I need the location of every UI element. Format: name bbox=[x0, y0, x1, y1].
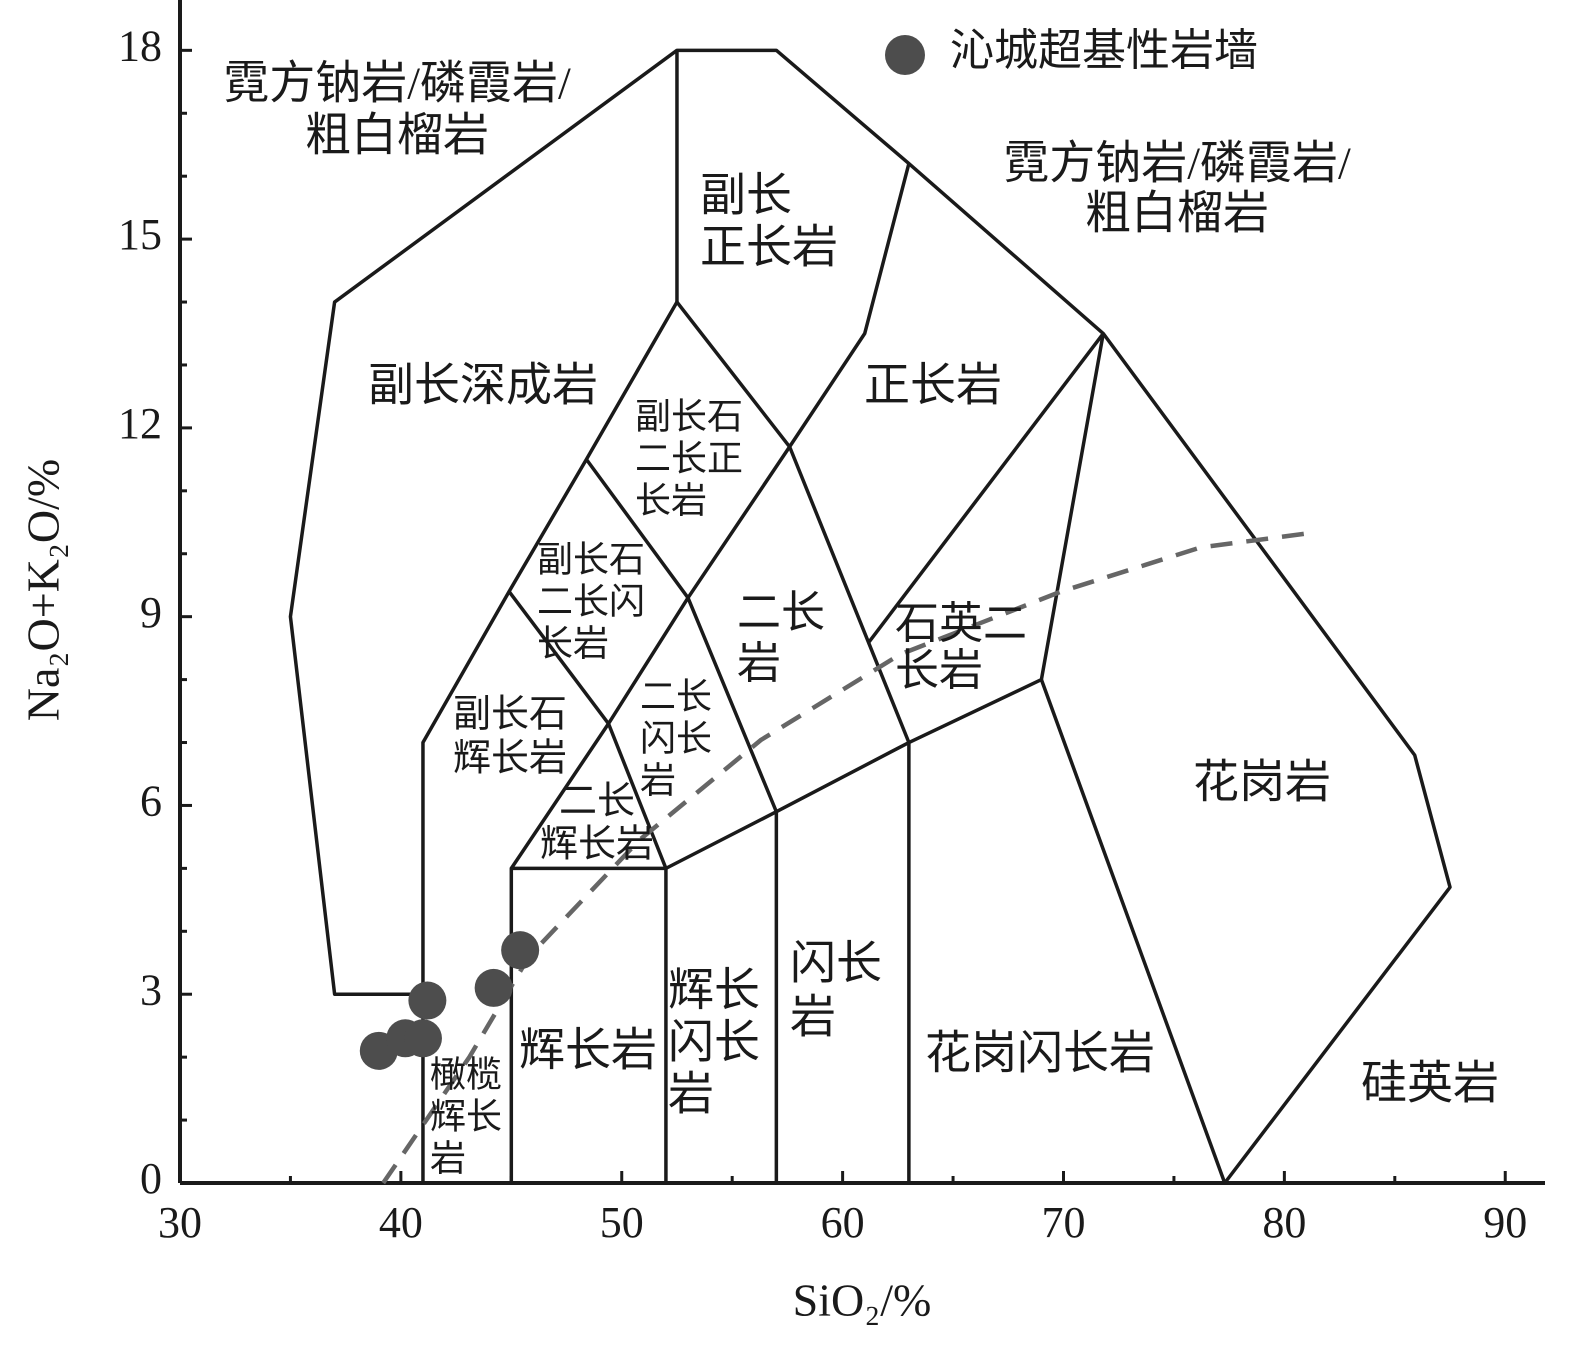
field-label: 二长 bbox=[640, 676, 712, 716]
legend-marker bbox=[885, 35, 925, 75]
field-label: 橄榄 bbox=[430, 1054, 502, 1094]
y-axis-label: Na₂O+K₂O/% bbox=[18, 459, 69, 721]
field-boundary bbox=[787, 446, 911, 744]
field-label: 副长深成岩 bbox=[368, 360, 598, 411]
field-label: 岩 bbox=[668, 1069, 714, 1120]
field-label: 副长石 bbox=[453, 694, 567, 736]
y-tick-label: 6 bbox=[140, 777, 162, 826]
y-tick-label: 3 bbox=[140, 965, 162, 1014]
field-boundary bbox=[509, 866, 668, 1183]
field-label: 二长 bbox=[559, 781, 635, 823]
data-point bbox=[408, 981, 447, 1020]
field-label: 闪长 bbox=[640, 718, 712, 758]
field-label: 岩 bbox=[430, 1138, 466, 1178]
field-label: 辉长岩 bbox=[453, 738, 567, 780]
x-tick-label: 40 bbox=[379, 1198, 423, 1247]
field-boundary bbox=[686, 597, 779, 1183]
y-tick-label: 15 bbox=[118, 210, 162, 259]
field-label: 正长岩 bbox=[700, 222, 838, 273]
field-label: 辉长岩 bbox=[519, 1025, 657, 1076]
field-boundary bbox=[675, 163, 911, 449]
field-label: 副长石 bbox=[537, 539, 645, 579]
field-label: 花岗岩 bbox=[1193, 757, 1331, 808]
field-boundary bbox=[584, 458, 690, 599]
x-tick-label: 30 bbox=[158, 1198, 202, 1247]
data-point bbox=[501, 931, 540, 970]
x-tick-label: 50 bbox=[600, 1198, 644, 1247]
field-label: 粗白榴岩 bbox=[1085, 188, 1269, 239]
field-boundary bbox=[1039, 678, 1227, 1184]
field-label: 闪长 bbox=[668, 1017, 760, 1068]
x-tick-label: 60 bbox=[821, 1198, 865, 1247]
field-label: 花岗闪长岩 bbox=[925, 1028, 1155, 1079]
x-tick-label: 90 bbox=[1483, 1198, 1527, 1247]
field-boundary bbox=[288, 48, 1452, 1185]
field-label: 二长闪 bbox=[537, 581, 645, 621]
field-label: 硅英岩 bbox=[1361, 1058, 1499, 1109]
field-boundary bbox=[606, 722, 668, 870]
y-tick-label: 12 bbox=[118, 399, 162, 448]
x-tick-label: 80 bbox=[1262, 1198, 1306, 1247]
y-tick-label: 0 bbox=[140, 1154, 162, 1203]
field-label: 副长石 bbox=[635, 396, 743, 436]
field-boundary bbox=[509, 445, 792, 870]
field-label: 辉长岩 bbox=[540, 824, 654, 866]
field-label: 长岩 bbox=[537, 623, 609, 663]
field-label: 二长正 bbox=[635, 438, 743, 478]
field-boundary bbox=[507, 590, 610, 725]
field-label: 二长 bbox=[737, 588, 825, 637]
legend-label: 沁城超基性岩墙 bbox=[950, 26, 1258, 75]
field-label: 正长岩 bbox=[864, 360, 1002, 411]
field-label: 粗白榴岩 bbox=[305, 110, 489, 161]
field-label: 辉长 bbox=[430, 1096, 502, 1136]
field-label: 辉长 bbox=[668, 965, 760, 1016]
field-label: 闪长 bbox=[790, 938, 882, 989]
y-tick-label: 18 bbox=[118, 21, 162, 70]
field-label: 岩 bbox=[640, 760, 676, 800]
field-label: 霓方钠岩/磷霞岩/ bbox=[223, 58, 571, 109]
field-label: 石英二 bbox=[895, 599, 1027, 648]
data-point bbox=[403, 1019, 442, 1058]
x-axis-label: SiO₂/% bbox=[793, 1275, 932, 1326]
field-label: 副长 bbox=[700, 170, 792, 221]
alkaline-divider bbox=[381, 530, 1312, 1185]
data-point bbox=[474, 968, 513, 1007]
field-label: 岩 bbox=[790, 992, 836, 1043]
x-tick-label: 70 bbox=[1041, 1198, 1085, 1247]
field-boundary bbox=[867, 332, 1105, 643]
y-tick-label: 9 bbox=[140, 588, 162, 637]
field-label: 岩 bbox=[737, 639, 781, 688]
field-label: 长岩 bbox=[895, 646, 983, 695]
field-label: 长岩 bbox=[635, 480, 707, 520]
field-label: 霓方钠岩/磷霞岩/ bbox=[1003, 138, 1351, 189]
